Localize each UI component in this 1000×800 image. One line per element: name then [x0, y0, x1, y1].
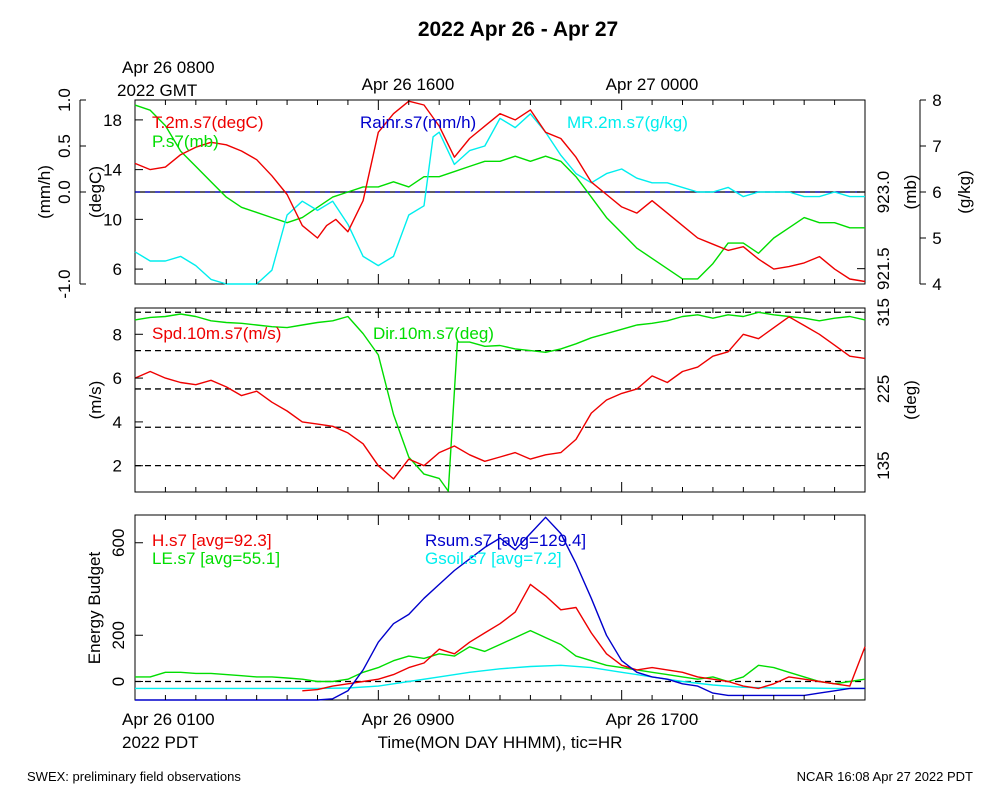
bottom-time-label-2: Apr 26 0900 — [362, 710, 455, 729]
series-sensible-heat — [302, 583, 866, 692]
series-wind-direction — [134, 311, 866, 492]
tick-label-mixing-ratio: 6 — [932, 183, 941, 202]
legend-wind-speed: Spd.10m.s7(m/s) — [152, 324, 281, 343]
tick-label-mixing-ratio: 4 — [932, 275, 941, 294]
tick-label-energy: 600 — [109, 529, 128, 557]
tick-label-rain: 1.0 — [55, 88, 74, 112]
series-mixing-ratio — [134, 113, 865, 285]
tick-label-wind-direction: 135 — [874, 451, 893, 479]
panel-meteorology: T.2m.s7(degC) P.s7(mb) Rainr.s7(mm/h) MR… — [35, 99, 974, 285]
tick-label-rain: -1.0 — [55, 269, 74, 298]
tick-label-wind-direction: 315 — [874, 298, 893, 326]
tick-label-wind-speed: 6 — [113, 369, 122, 388]
tick-label-temperature: 18 — [103, 111, 122, 130]
footer-right: NCAR 16:08 Apr 27 2022 PDT — [797, 769, 973, 784]
series-soil-heat — [135, 664, 865, 690]
tick-label-energy: 200 — [109, 621, 128, 649]
bottom-time-label-1: Apr 26 0100 — [122, 710, 215, 729]
tick-label-wind-speed: 8 — [113, 325, 122, 344]
axis-label-temperature: (degC) — [86, 166, 105, 218]
chart-title: 2022 Apr 26 - Apr 27 — [418, 18, 618, 41]
series-latent-heat — [135, 629, 866, 685]
top-time-label-3: Apr 27 0000 — [606, 75, 699, 94]
tick-label-wind-direction: 225 — [874, 375, 893, 403]
tick-label-temperature: 14 — [103, 161, 122, 180]
series-wind-speed — [134, 316, 866, 480]
tick-label-pressure: 923.0 — [874, 171, 893, 214]
axis-label-mixing-ratio: (g/kg) — [955, 170, 974, 213]
bottom-time-sublabel: 2022 PDT — [122, 733, 199, 752]
tick-label-temperature: 6 — [113, 260, 122, 279]
legend-temperature: T.2m.s7(degC) — [152, 113, 263, 132]
x-axis-title: Time(MON DAY HHMM), tic=HR — [378, 733, 623, 752]
axis-label-wind-speed: (m/s) — [86, 381, 105, 420]
axis-label-rain: (mm/h) — [35, 165, 54, 219]
axis-label-pressure: (mb) — [901, 175, 920, 210]
bottom-time-label-3: Apr 26 1700 — [606, 710, 699, 729]
tick-label-temperature: 10 — [103, 210, 122, 229]
tick-label-energy: 0 — [109, 677, 128, 686]
legend-net-radiation: Rsum.s7 [avg=129.4] — [425, 531, 586, 550]
axis-label-energy: Energy Budget — [85, 551, 104, 664]
legend-pressure: P.s7(mb) — [152, 132, 219, 151]
tick-label-mixing-ratio: 8 — [932, 91, 941, 110]
top-time-sublabel: 2022 GMT — [117, 81, 197, 100]
legend-mixing-ratio: MR.2m.s7(g/kg) — [567, 113, 688, 132]
top-time-label-1: Apr 26 0800 — [122, 58, 215, 77]
tick-label-wind-speed: 4 — [113, 413, 122, 432]
series-temperature — [134, 100, 866, 283]
series-pressure — [134, 104, 865, 280]
legend-rain-rate: Rainr.s7(mm/h) — [360, 113, 476, 132]
top-time-label-2: Apr 26 1600 — [362, 75, 455, 94]
tick-label-rain: 0.5 — [55, 134, 74, 158]
tick-label-mixing-ratio: 7 — [932, 137, 941, 156]
tick-label-wind-speed: 2 — [113, 457, 122, 476]
legend-latent-heat: LE.s7 [avg=55.1] — [152, 549, 280, 568]
tick-label-pressure: 921.5 — [874, 247, 893, 290]
tick-label-rain: 0.0 — [55, 180, 74, 204]
tick-label-mixing-ratio: 5 — [932, 229, 941, 248]
panel-wind: Spd.10m.s7(m/s) Dir.10m.s7(deg) (m/s) (d… — [86, 307, 920, 493]
legend-wind-direction: Dir.10m.s7(deg) — [373, 324, 494, 343]
axis-label-wind-direction: (deg) — [901, 380, 920, 420]
footer-left: SWEX: preliminary field observations — [27, 769, 241, 784]
legend-soil-heat: Gsoil.s7 [avg=7.2] — [425, 549, 562, 568]
panel-energy-budget: H.s7 [avg=92.3] LE.s7 [avg=55.1] Rsum.s7… — [85, 514, 866, 701]
legend-sensible-heat: H.s7 [avg=92.3] — [152, 531, 272, 550]
